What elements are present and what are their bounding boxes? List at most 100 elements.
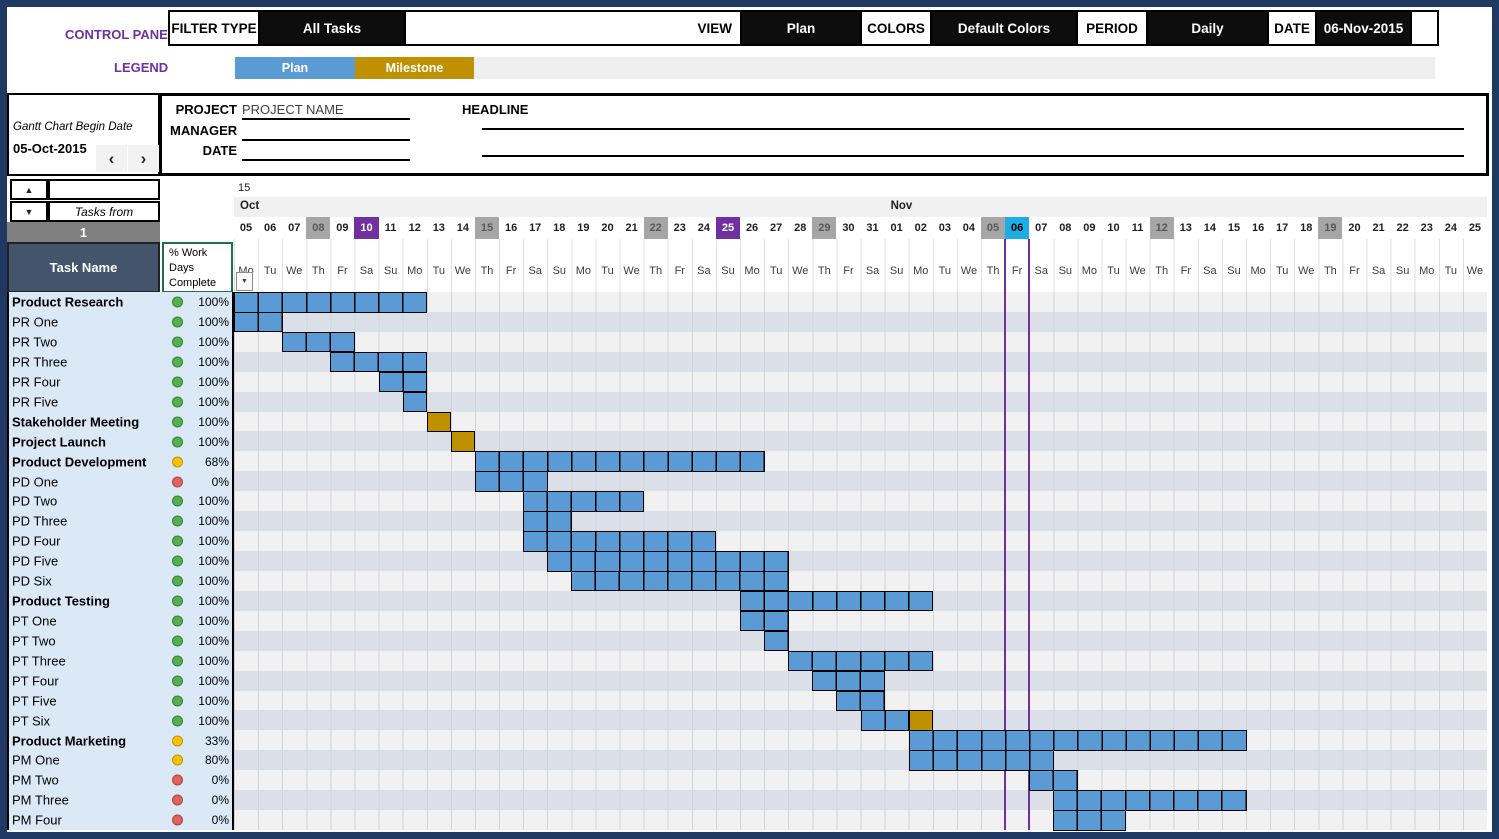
task-name: PD Two bbox=[12, 493, 58, 509]
task-pct-complete: 0% bbox=[211, 813, 229, 828]
chart-row-band bbox=[234, 570, 1487, 592]
day-number-cell: 20 bbox=[1348, 222, 1361, 234]
day-name-cell: Mo bbox=[575, 264, 592, 277]
gantt-bar-plan bbox=[523, 531, 717, 552]
day-name-cell: We bbox=[1298, 264, 1315, 277]
day-name-cell: We bbox=[286, 264, 303, 277]
task-row[interactable]: PT One 100% bbox=[7, 610, 233, 632]
task-row[interactable]: PD Two 100% bbox=[7, 491, 233, 512]
gantt-bar-plan bbox=[764, 630, 789, 652]
tasks-from-value[interactable]: 1 bbox=[7, 222, 160, 242]
task-row[interactable]: Product Research 100% bbox=[7, 292, 233, 313]
task-name: PM Two bbox=[12, 772, 59, 788]
legend-plan: Plan bbox=[235, 57, 355, 79]
status-dot-green bbox=[172, 296, 183, 308]
day-name-cell: Sa bbox=[528, 264, 542, 277]
scroll-right-button[interactable]: › bbox=[128, 145, 159, 172]
gantt-bar-plan bbox=[788, 650, 934, 672]
headline-line-1[interactable] bbox=[482, 110, 1464, 130]
status-dot-green bbox=[172, 695, 183, 707]
task-row[interactable]: PR One 100% bbox=[7, 311, 233, 333]
task-row[interactable]: PR Three 100% bbox=[7, 351, 233, 373]
task-row[interactable]: PD Five 100% bbox=[7, 551, 233, 572]
day-number-cell: 23 bbox=[1420, 222, 1433, 234]
day-number-cell: 02 bbox=[914, 222, 927, 234]
day-name-cell: Tu bbox=[1444, 264, 1458, 277]
gantt-bar-plan bbox=[740, 610, 789, 632]
day-name-cell: Mo bbox=[744, 264, 760, 277]
filter-dropdown-button[interactable]: ▼ bbox=[236, 272, 253, 291]
manager-underline[interactable] bbox=[242, 121, 410, 141]
task-row[interactable]: PD Four 100% bbox=[7, 531, 233, 552]
day-number-cell: 03 bbox=[938, 222, 951, 234]
task-pct-complete: 33% bbox=[204, 733, 229, 748]
day-number-cell: 19 bbox=[1318, 217, 1343, 239]
task-row[interactable]: PM Three 0% bbox=[7, 790, 233, 811]
task-name: PT Four bbox=[12, 673, 59, 689]
task-row[interactable]: Project Launch 100% bbox=[7, 431, 233, 452]
proj-date-underline[interactable] bbox=[242, 141, 410, 161]
chart-row-band bbox=[234, 790, 1487, 811]
task-row[interactable]: PT Six 100% bbox=[7, 710, 233, 731]
day-number-cell: 13 bbox=[1179, 222, 1192, 234]
day-number-cell: 18 bbox=[1300, 222, 1313, 234]
status-dot-red bbox=[172, 774, 183, 786]
task-row[interactable]: PT Three 100% bbox=[7, 650, 233, 672]
day-number-cell: 09 bbox=[336, 222, 349, 234]
date-label: DATE bbox=[1269, 12, 1317, 44]
task-row[interactable]: PM Two 0% bbox=[7, 770, 233, 791]
legend-milestone: Milestone bbox=[355, 57, 474, 79]
task-row[interactable]: Stakeholder Meeting 100% bbox=[7, 411, 233, 432]
task-row[interactable]: PD One 0% bbox=[7, 471, 233, 492]
task-row[interactable]: Product Testing 100% bbox=[7, 590, 233, 612]
task-name: PR One bbox=[12, 314, 59, 330]
status-dot-green bbox=[172, 396, 183, 408]
headline-line-2[interactable] bbox=[482, 137, 1464, 157]
day-name-cell: Th bbox=[817, 264, 831, 277]
task-row[interactable]: PM Four 0% bbox=[7, 810, 233, 831]
pct-complete-header[interactable]: % Work Days Complete bbox=[162, 242, 233, 293]
task-row[interactable]: PT Two 100% bbox=[7, 630, 233, 652]
tasks-scroll-down-button[interactable]: ▼ bbox=[10, 201, 48, 222]
task-row[interactable]: PD Three 100% bbox=[7, 511, 233, 532]
status-dot-green bbox=[172, 515, 183, 527]
task-row[interactable]: PR Five 100% bbox=[7, 391, 233, 413]
day-number-cell: 06 bbox=[264, 222, 277, 234]
day-number-cell: 10 bbox=[354, 217, 379, 239]
day-number-cell: 01 bbox=[890, 222, 903, 234]
date-value[interactable]: 06-Nov-2015 bbox=[1317, 12, 1412, 44]
scroll-left-button[interactable]: ‹ bbox=[96, 145, 127, 172]
day-number-cell: 14 bbox=[1203, 222, 1217, 234]
status-dot-green bbox=[172, 615, 183, 627]
day-name-cell: Mo bbox=[1081, 264, 1098, 277]
task-row[interactable]: PR Four 100% bbox=[7, 371, 233, 393]
task-pct-complete: 0% bbox=[211, 793, 229, 808]
task-row[interactable]: PR Two 100% bbox=[7, 331, 233, 353]
day-number-cell: 11 bbox=[1131, 222, 1144, 234]
task-row[interactable]: Product Development 68% bbox=[7, 451, 233, 472]
task-row[interactable]: PT Four 100% bbox=[7, 670, 233, 691]
task-row[interactable]: PT Five 100% bbox=[7, 690, 233, 711]
task-pct-complete: 68% bbox=[204, 454, 229, 469]
project-value[interactable]: PROJECT NAME bbox=[242, 102, 344, 117]
task-name: PT One bbox=[12, 613, 57, 629]
filter-type-value[interactable]: All Tasks bbox=[260, 12, 406, 44]
task-name: Product Testing bbox=[12, 593, 110, 609]
tasks-scroll-up-button[interactable]: ▲ bbox=[10, 179, 48, 200]
project-underline[interactable] bbox=[242, 100, 410, 120]
task-name: PT Two bbox=[12, 633, 56, 649]
chart-row-band bbox=[234, 311, 1487, 333]
colors-value[interactable]: Default Colors bbox=[932, 12, 1078, 44]
day-number-cell: 23 bbox=[673, 222, 686, 234]
view-value[interactable]: Plan bbox=[742, 12, 862, 44]
period-value[interactable]: Daily bbox=[1148, 12, 1269, 44]
task-row[interactable]: Product Marketing 33% bbox=[7, 730, 233, 751]
task-row[interactable]: PD Six 100% bbox=[7, 570, 233, 592]
task-name: Stakeholder Meeting bbox=[12, 414, 140, 430]
begin-date-value[interactable]: 05-Oct-2015 bbox=[13, 141, 87, 156]
legend-spacer bbox=[474, 57, 1435, 79]
date-spare-cell[interactable] bbox=[1412, 12, 1437, 44]
day-name-cell: Su bbox=[889, 264, 904, 277]
manager-label: MANAGER bbox=[170, 123, 238, 138]
task-row[interactable]: PM One 80% bbox=[7, 750, 233, 771]
